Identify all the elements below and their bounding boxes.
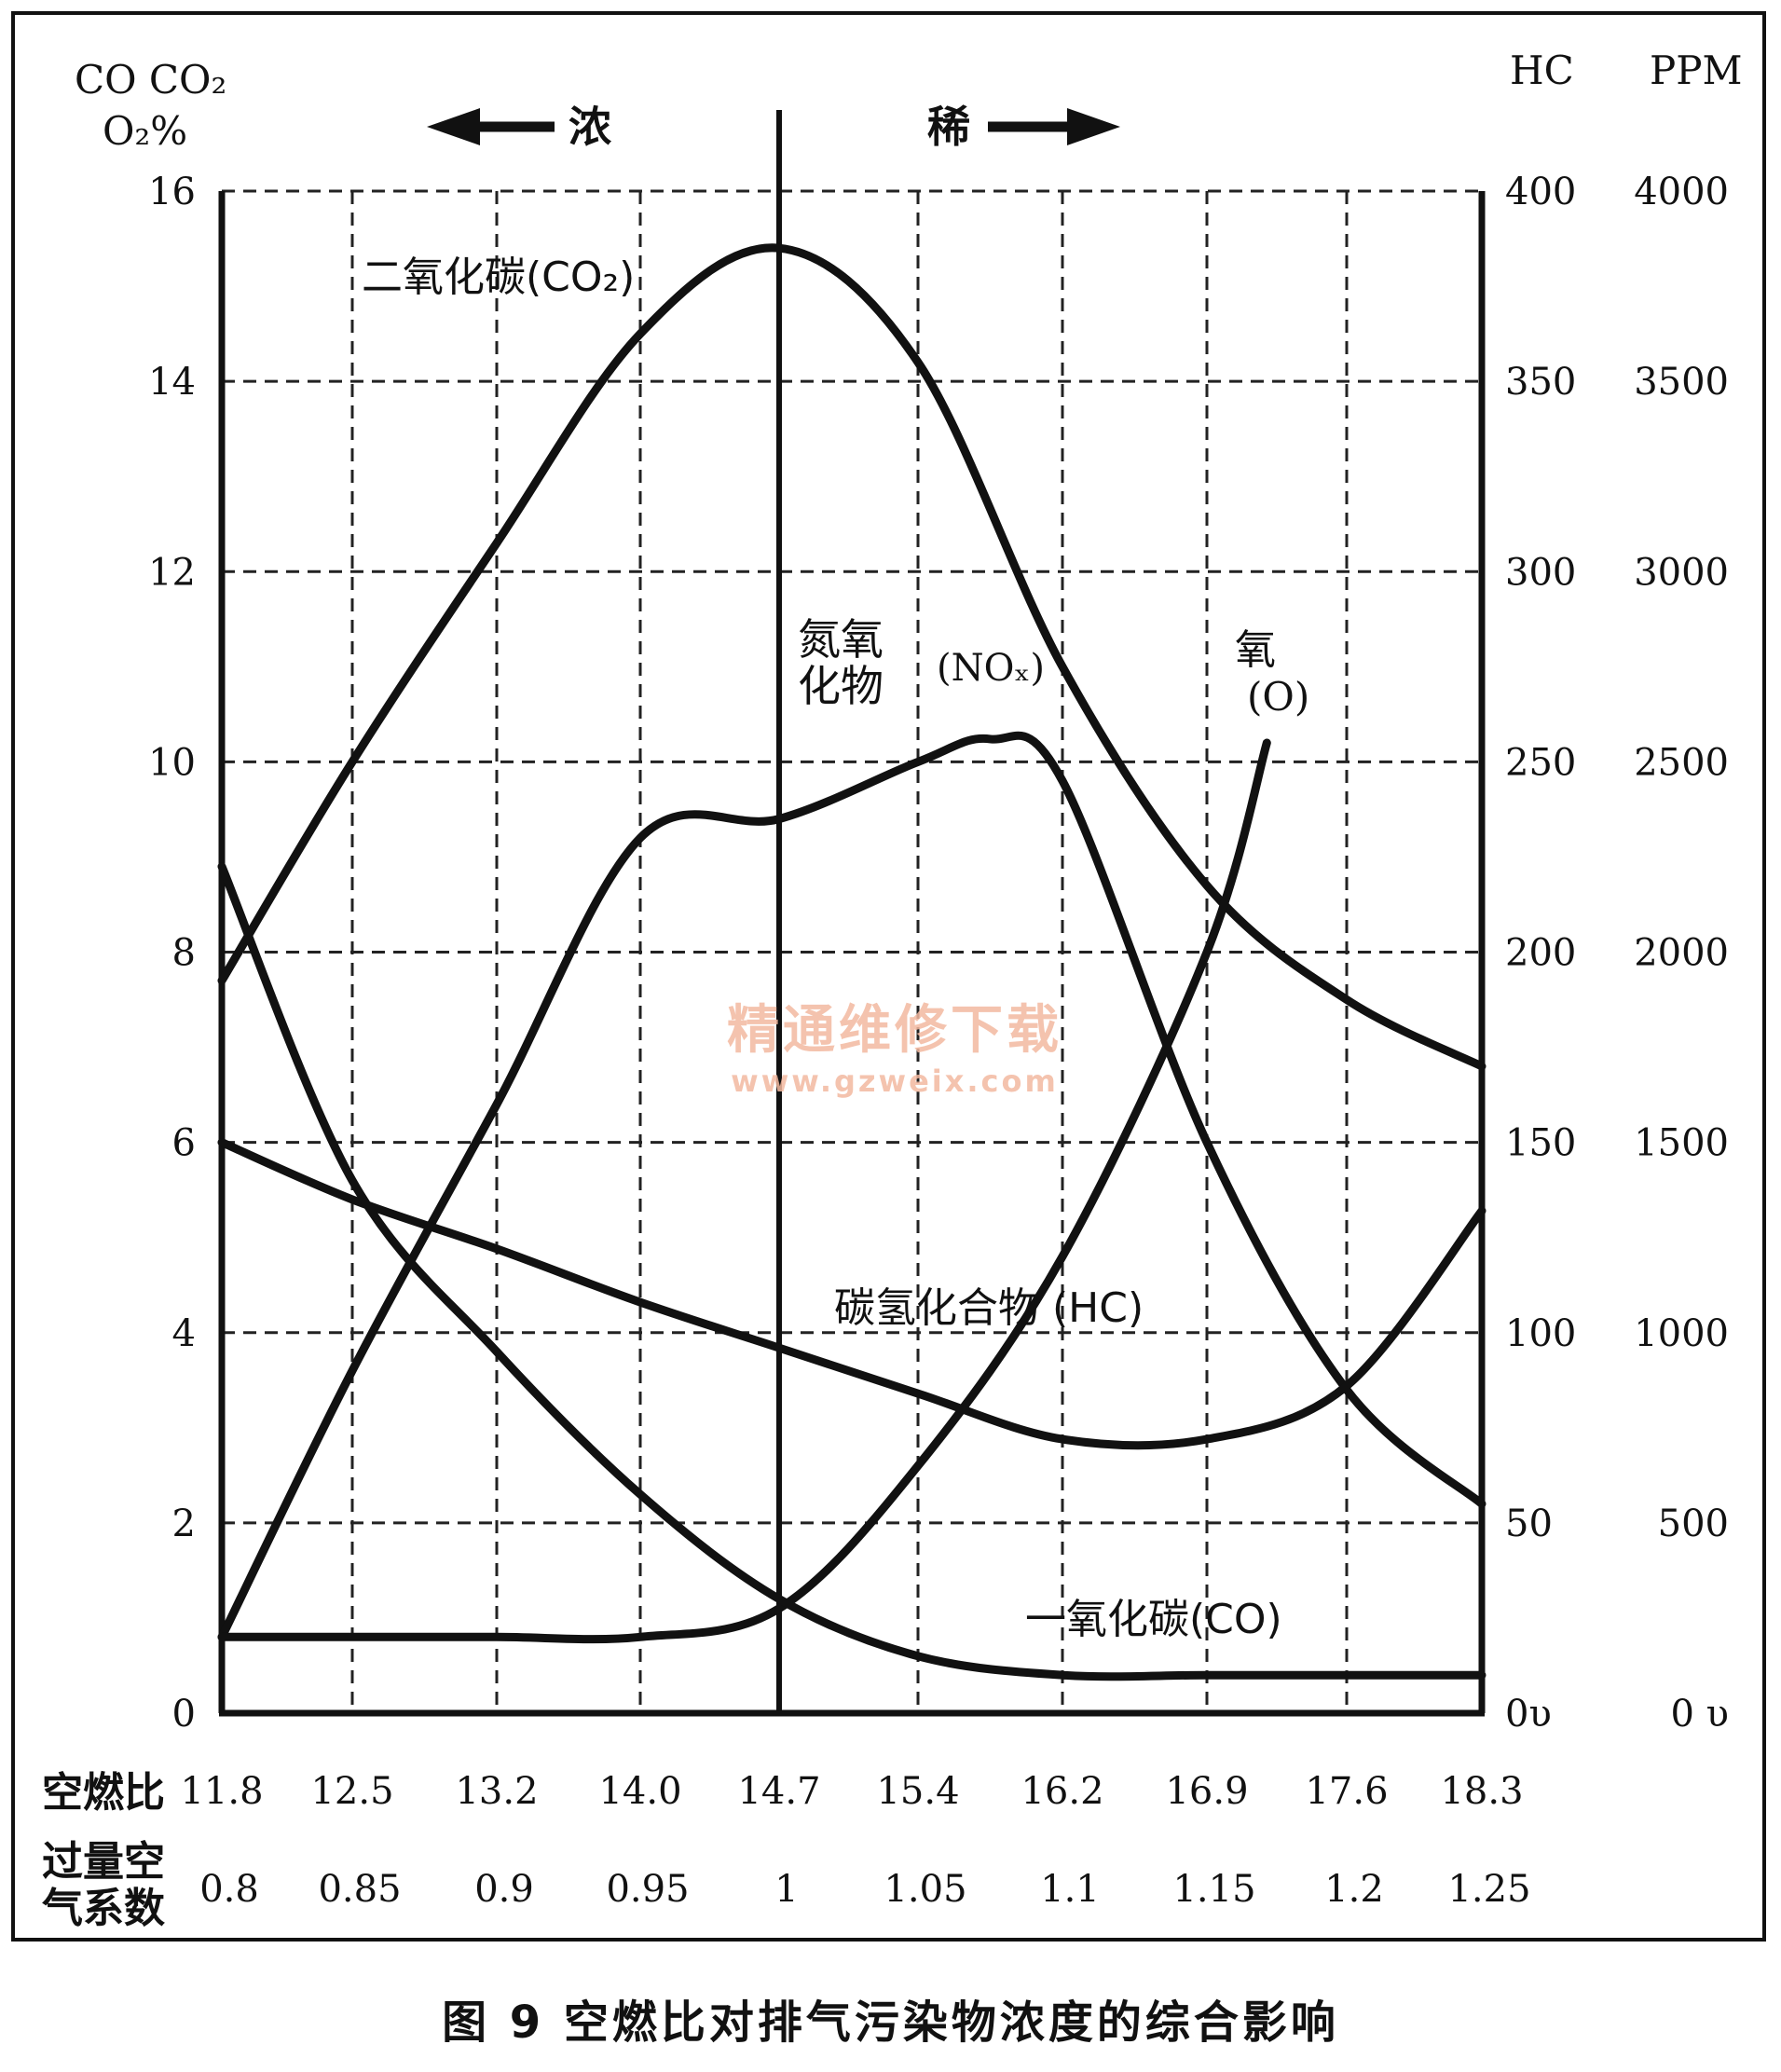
ppm-axis-tick-label: 1500 <box>1634 1122 1729 1165</box>
left-axis-tick-label: 6 <box>172 1122 196 1165</box>
excess-air-tick-label: 1.2 <box>1324 1868 1384 1911</box>
air-fuel-ratio-tick-label: 14.0 <box>598 1770 681 1813</box>
ppm-axis-tick-label: 3500 <box>1634 361 1729 404</box>
excess-air-tick-label: 1 <box>774 1868 798 1911</box>
air-fuel-ratio-tick-label: 16.2 <box>1021 1770 1103 1813</box>
watermark: 精通维修下载 www.gzweix.com <box>718 988 1072 1099</box>
ppm-axis-label: PPM <box>1650 48 1743 93</box>
ppm-axis-tick-label: 2500 <box>1634 741 1729 784</box>
excess-air-tick-label: 0.85 <box>318 1868 401 1911</box>
left-axis-label-line1: CO CO₂ <box>75 57 226 103</box>
axes <box>218 110 1486 1717</box>
left-axis-tick-label: 2 <box>172 1503 196 1545</box>
ppm-axis-tick-label: 2000 <box>1634 932 1729 975</box>
rich-label: 浓 <box>569 102 612 152</box>
lean-label: 稀 <box>927 102 970 152</box>
excess-air-tick-label: 1.15 <box>1172 1868 1255 1911</box>
co-curve-label: 一氧化碳(CO) <box>1025 1596 1282 1643</box>
air-fuel-ratio-tick-label: 18.3 <box>1440 1770 1523 1813</box>
nox-formula-label: (NOₓ) <box>937 647 1045 690</box>
hc-axis-tick-label: 350 <box>1505 361 1576 404</box>
o2-curve-label-line1: 氧 <box>1235 626 1276 674</box>
air-fuel-ratio-tick-label: 12.5 <box>310 1770 393 1813</box>
chart: 0 2 4 6 8 10 12 14 16 0υ 50 100 150 200 250 300 350 400 0 … <box>42 48 1743 1932</box>
excess-air-tick-label: 0.9 <box>474 1868 534 1911</box>
lean-arrow-icon <box>988 108 1120 145</box>
ppm-axis-tick-label: 3000 <box>1634 551 1729 594</box>
hc-axis-tick-label: 100 <box>1505 1312 1576 1355</box>
hc-axis-label: HC <box>1510 48 1574 93</box>
left-axis-tick-label: 10 <box>148 741 196 784</box>
excess-air-row-label-line1: 过量空 <box>42 1838 165 1886</box>
hc-axis-tick-label: 50 <box>1505 1503 1553 1545</box>
left-axis-tick-label: 4 <box>172 1312 196 1355</box>
hc-curve <box>217 1138 1486 1450</box>
watermark-title: 精通维修下载 <box>727 1000 1062 1061</box>
hc-axis-tick-label: 300 <box>1505 551 1576 594</box>
watermark-url: www.gzweix.com <box>731 1063 1059 1099</box>
excess-air-tick-label: 1.05 <box>884 1868 966 1911</box>
air-fuel-ratio-row-label: 空燃比 <box>42 1769 165 1817</box>
co-curve <box>217 862 1486 1681</box>
excess-air-tick-label: 0.8 <box>199 1868 259 1911</box>
left-axis-tick-label: 8 <box>172 932 196 975</box>
excess-air-tick-label: 1.25 <box>1447 1868 1530 1911</box>
ppm-axis-tick-label: 0 υ <box>1671 1693 1729 1736</box>
left-axis-tick-label: 0 <box>172 1693 196 1736</box>
ppm-axis-tick-label: 500 <box>1658 1503 1729 1545</box>
air-fuel-ratio-tick-label: 16.9 <box>1165 1770 1248 1813</box>
hc-axis-tick-label: 250 <box>1505 741 1576 784</box>
grid <box>222 189 1482 1713</box>
hc-axis-tick-label: 150 <box>1505 1122 1576 1165</box>
ppm-axis-tick-label: 4000 <box>1634 171 1729 213</box>
excess-air-tick-label: 0.95 <box>606 1868 689 1911</box>
nox-curve-label-line1: 氮氧 <box>798 614 884 665</box>
left-axis-tick-label: 16 <box>148 171 196 213</box>
air-fuel-ratio-tick-label: 11.8 <box>180 1770 263 1813</box>
air-fuel-ratio-tick-label: 17.6 <box>1305 1770 1388 1813</box>
o2-curve-label-line2: (O) <box>1247 674 1309 720</box>
hc-axis-tick-label: 400 <box>1505 171 1576 213</box>
left-axis-tick-label: 14 <box>148 361 196 404</box>
nox-curve-label-line2: 化物 <box>798 661 884 711</box>
figure-caption: 图 9 空燃比对排气污染物浓度的综合影响 <box>442 1997 1339 2049</box>
hc-axis-tick-label: 0υ <box>1505 1693 1552 1736</box>
co2-curve <box>217 243 1486 1071</box>
excess-air-row-label-line2: 气系数 <box>42 1885 165 1932</box>
o2-curve <box>217 738 1271 1644</box>
air-fuel-ratio-tick-label: 14.7 <box>737 1770 820 1813</box>
curves <box>217 243 1486 1681</box>
excess-air-tick-label: 1.1 <box>1040 1868 1100 1911</box>
co2-curve-label: 二氧化碳(CO₂) <box>362 254 635 301</box>
left-axis-tick-label: 12 <box>148 551 196 594</box>
nox-curve <box>217 731 1486 1641</box>
tick-labels: 0 2 4 6 8 10 12 14 16 0υ 50 100 150 200 250 300 350 400 0 … <box>148 171 1729 1911</box>
hc-curve-label: 碳氢化合物 (HC) <box>834 1284 1144 1332</box>
air-fuel-ratio-tick-label: 13.2 <box>455 1770 538 1813</box>
hc-axis-tick-label: 200 <box>1505 932 1576 975</box>
left-axis-label-line2: O₂% <box>103 108 187 154</box>
figure-frame <box>11 11 1766 1942</box>
rich-arrow-icon <box>427 108 555 145</box>
ppm-axis-tick-label: 1000 <box>1634 1312 1729 1355</box>
air-fuel-ratio-tick-label: 15.4 <box>876 1770 959 1813</box>
